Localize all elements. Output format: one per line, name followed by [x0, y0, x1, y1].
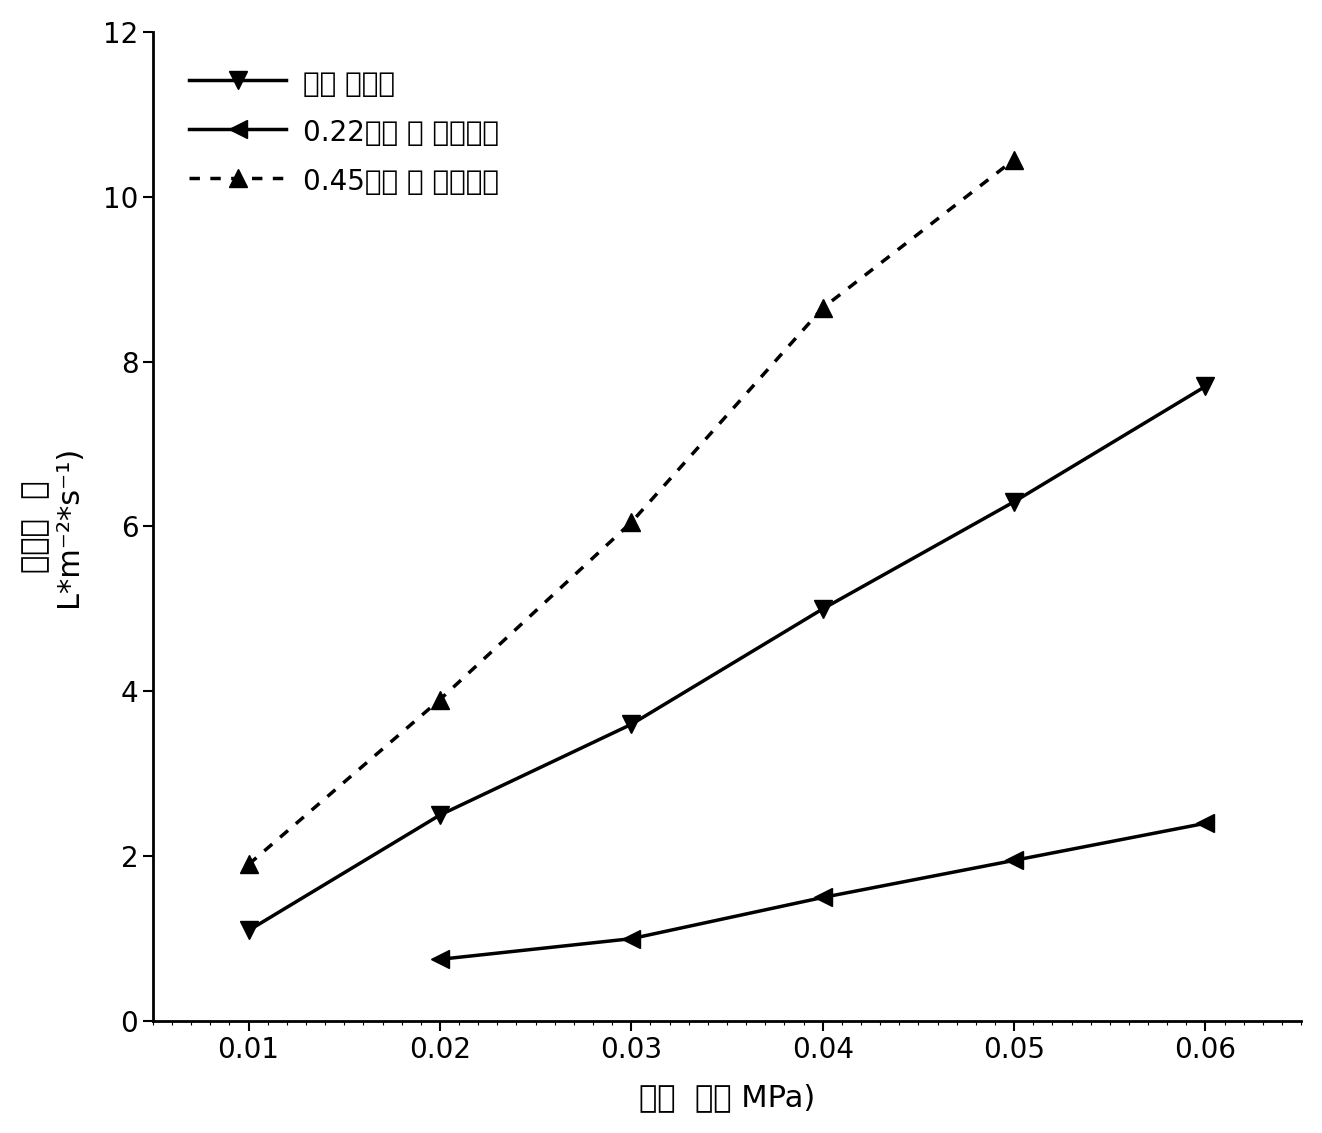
纳米 纤维膜	[432, 808, 448, 821]
0.22微米 孔 径微滤膜	[624, 932, 640, 946]
0.22微米 孔 径微滤膜	[1198, 817, 1214, 830]
Line: 0.22微米 孔 径微滤膜: 0.22微米 孔 径微滤膜	[431, 815, 1215, 969]
0.22微米 孔 径微滤膜	[432, 953, 448, 966]
0.22微米 孔 径微滤膜	[1006, 853, 1022, 867]
0.45微米 孔 径微滤膜	[241, 858, 256, 871]
纳米 纤维膜	[624, 717, 640, 731]
Legend: 纳米 纤维膜, 0.22微米 孔 径微滤膜, 0.45微米 孔 径微滤膜: 纳米 纤维膜, 0.22微米 孔 径微滤膜, 0.45微米 孔 径微滤膜	[167, 45, 521, 218]
0.45微米 孔 径微滤膜	[1006, 153, 1022, 167]
Line: 0.45微米 孔 径微滤膜: 0.45微米 孔 径微滤膜	[239, 151, 1023, 874]
0.45微米 孔 径微滤膜	[432, 692, 448, 706]
0.45微米 孔 径微滤膜	[624, 516, 640, 529]
X-axis label: 跨膜  压差 MPa): 跨膜 压差 MPa)	[639, 1083, 816, 1113]
纳米 纤维膜	[814, 602, 830, 615]
Line: 纳米 纤维膜: 纳米 纤维膜	[239, 377, 1215, 939]
纳米 纤维膜	[241, 923, 256, 937]
0.22微米 孔 径微滤膜	[814, 891, 830, 904]
纳米 纤维膜	[1006, 495, 1022, 509]
0.45微米 孔 径微滤膜	[814, 301, 830, 315]
Y-axis label: 渗透通  量
L*m⁻²*s⁻¹): 渗透通 量 L*m⁻²*s⁻¹)	[21, 446, 83, 607]
纳米 纤维膜	[1198, 380, 1214, 393]
